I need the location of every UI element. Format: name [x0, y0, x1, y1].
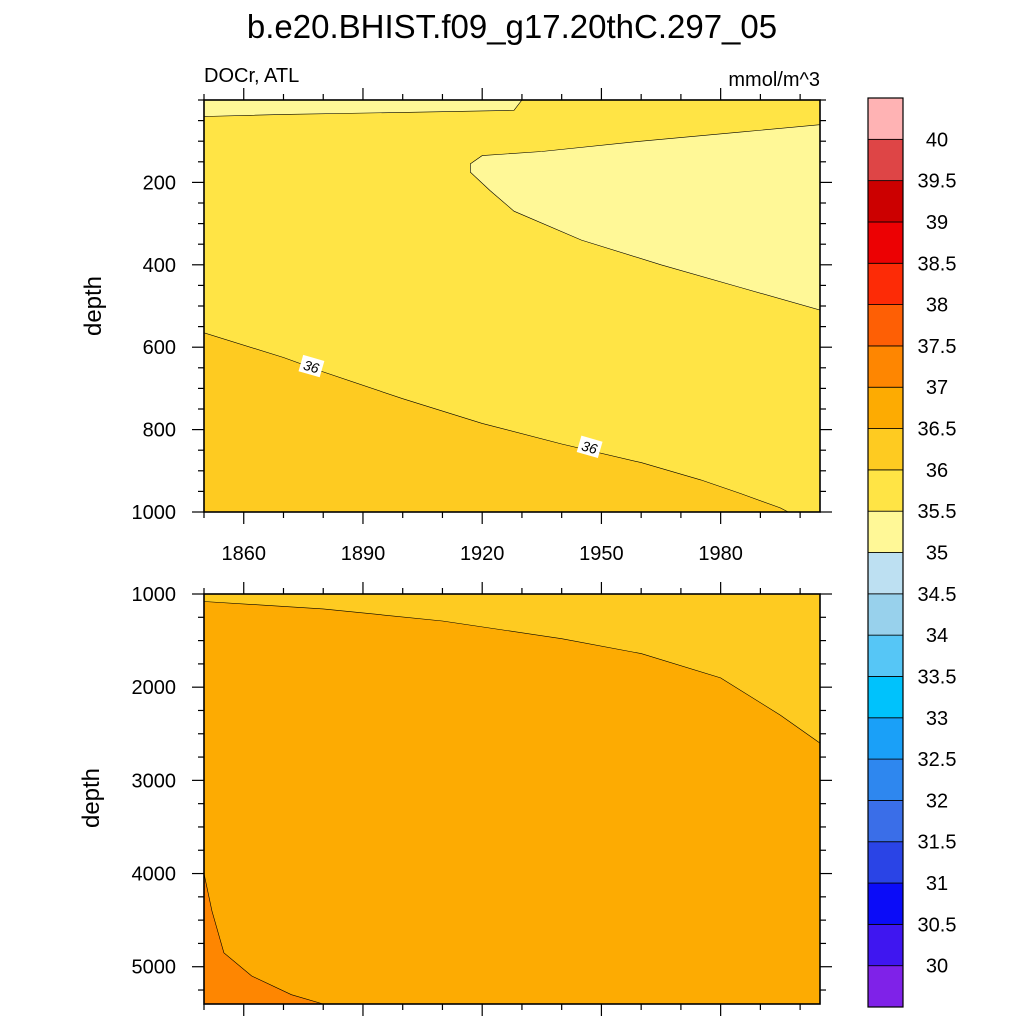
colorbar-tick-label: 30 — [926, 956, 948, 978]
contour-region-36.5-37 — [204, 601, 820, 1004]
colorbar-tick-label: 31 — [926, 873, 948, 895]
colorbar-tick-label: 31.5 — [918, 832, 957, 854]
colorbar-swatch — [867, 180, 904, 223]
x-tick-label: 1980 — [698, 543, 743, 565]
colorbar-tick-label: 34.5 — [918, 584, 957, 606]
contour-fills — [204, 594, 820, 1004]
colorbar-swatch — [867, 841, 904, 884]
x-tick-label: 1950 — [579, 543, 624, 565]
colorbar-tick-label: 35 — [926, 543, 948, 565]
y-tick-label: 800 — [143, 420, 176, 442]
colorbar-tick-label: 30.5 — [918, 914, 957, 936]
y-tick-label: 5000 — [132, 957, 177, 979]
colorbar-swatch — [867, 386, 904, 429]
colorbar-tick-label: 40 — [926, 129, 948, 151]
variable-label: DOCr, ATL — [204, 65, 299, 87]
colorbar-tick-label: 37.5 — [918, 336, 957, 358]
colorbar-frame — [867, 97, 904, 1008]
colorbar-swatch — [867, 304, 904, 347]
x-tick-label: 1920 — [460, 543, 505, 565]
colorbar-tick-label: 38.5 — [918, 253, 957, 275]
colorbar-tick-label: 37 — [926, 377, 948, 399]
colorbar-tick-label: 32 — [926, 790, 948, 812]
colorbar-tick-label: 35.5 — [918, 501, 957, 523]
colorbar-tick-label: 32.5 — [918, 749, 957, 771]
bottom-panel-y-axis-label: depth — [78, 768, 105, 828]
colorbar-swatch — [867, 510, 904, 553]
colorbar-swatch — [867, 469, 904, 512]
contour-fills — [204, 100, 820, 512]
y-tick-label: 2000 — [132, 677, 177, 699]
colorbar-tick-label: 36.5 — [918, 419, 957, 441]
colorbar-swatch — [867, 221, 904, 264]
colorbar-tick-label: 39.5 — [918, 171, 957, 193]
y-tick-label: 200 — [143, 172, 176, 194]
x-tick-label: 1890 — [341, 543, 386, 565]
plot-frame — [203, 593, 821, 1005]
top-panel-y-axis-label: depth — [80, 276, 107, 336]
y-tick-label: 1000 — [132, 584, 177, 606]
colorbar-swatch — [867, 138, 904, 182]
colorbar-swatch — [867, 593, 904, 636]
contour-region-36-36.5 — [204, 332, 789, 512]
y-tick-label: 1000 — [132, 502, 177, 524]
colorbar-swatch — [867, 800, 904, 843]
colorbar-swatch — [867, 923, 904, 967]
colorbar-tick-label: 33 — [926, 708, 948, 730]
colorbar-swatch — [867, 634, 904, 677]
colorbar-swatch — [867, 882, 904, 925]
y-tick-label: 600 — [143, 337, 176, 359]
chart-title: b.e20.BHIST.f09_g17.20thC.297_05 — [247, 8, 777, 45]
colorbar-swatch — [867, 345, 904, 388]
colorbar-swatch — [867, 717, 904, 760]
svg-text:36: 36 — [580, 437, 600, 457]
x-tick-label: 1860 — [221, 543, 266, 565]
colorbar-swatch — [867, 262, 904, 305]
colorbar-tick-label: 34 — [926, 625, 948, 647]
colorbar-tick-label: 36 — [926, 460, 948, 482]
contour-line-label: 36 — [298, 354, 325, 378]
colorbar-swatch — [867, 428, 904, 471]
bottom-panel: 1000 2000 3000 4000 5000 — [132, 582, 832, 1016]
top-panel: 1860 1890 1920 1950 1980 200 400 600 800 1000 36 36 — [132, 88, 832, 565]
contour-region-35-35.5 — [469, 124, 820, 311]
y-tick-label: 4000 — [132, 864, 177, 886]
colorbar-swatch — [867, 965, 904, 1008]
colorbar: 30 30.5 31 31.5 32 32.5 33 33.5 34 34.5 35 35.5 36 36… — [867, 97, 957, 1008]
colorbar-swatch — [867, 552, 904, 595]
y-tick-label: 3000 — [132, 770, 177, 792]
y-tick-label: 400 — [143, 255, 176, 277]
colorbar-tick-label: 38 — [926, 295, 948, 317]
contour-line-label: 36 — [576, 435, 603, 459]
colorbar-swatch — [867, 758, 904, 801]
colorbar-tick-label: 33.5 — [918, 666, 957, 688]
contour-region-37-37.5 — [204, 873, 324, 1004]
svg-text:36: 36 — [302, 357, 322, 377]
colorbar-tick-label: 39 — [926, 212, 948, 234]
contour-region-35-35.5 — [204, 100, 523, 117]
colorbar-swatch — [867, 97, 904, 140]
colorbar-swatch — [867, 676, 904, 719]
units-label: mmol/m^3 — [728, 69, 820, 91]
